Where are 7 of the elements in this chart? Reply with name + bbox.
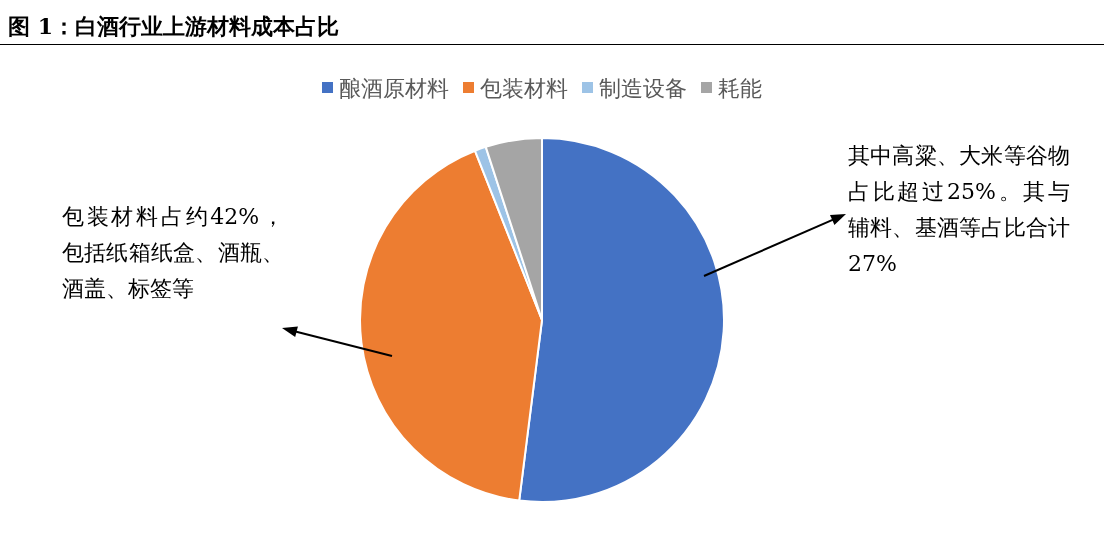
legend-label: 酿酒原材料 xyxy=(339,75,449,101)
legend-label: 制造设备 xyxy=(599,75,687,101)
chart-title: 图 1：白酒行业上游材料成本占比 xyxy=(8,12,339,41)
legend-label: 耗能 xyxy=(718,75,762,101)
text: 其中高粱、大米等谷物占比超过25%。其与辅料、基酒等占比合计27% xyxy=(848,142,1070,278)
text: 包装材料占约42%，包括纸箱纸盒、酒瓶、酒盖、标签等 xyxy=(62,203,284,303)
legend-label: 包装材料 xyxy=(480,75,568,101)
